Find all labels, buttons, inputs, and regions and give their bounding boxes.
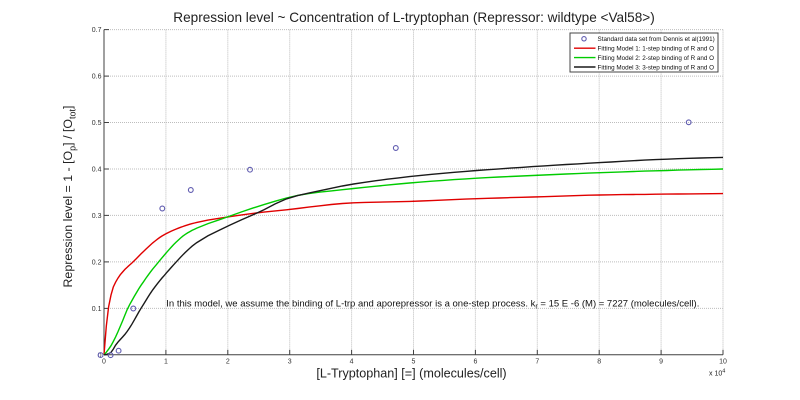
svg-text:[L-Tryptophan] [=] (molecules/: [L-Tryptophan] [=] (molecules/cell) <box>316 367 506 381</box>
svg-text:8: 8 <box>597 359 601 366</box>
svg-text:10: 10 <box>719 359 727 366</box>
svg-text:1: 1 <box>164 359 168 366</box>
svg-text:0.1: 0.1 <box>92 306 102 313</box>
svg-text:3: 3 <box>288 359 292 366</box>
svg-text:Standard data set from Dennis: Standard data set from Dennis et al(1991… <box>598 36 715 43</box>
svg-text:0.5: 0.5 <box>92 120 102 127</box>
svg-text:0: 0 <box>102 359 106 366</box>
svg-text:Repression level ~ Concentrati: Repression level ~ Concentration of L-tr… <box>173 10 654 25</box>
svg-text:In this model, we assume the b: In this model, we assume the binding of … <box>166 299 699 311</box>
svg-text:6: 6 <box>473 359 477 366</box>
svg-text:2: 2 <box>226 359 230 366</box>
svg-text:Fitting Model 1: 1-step bindin: Fitting Model 1: 1-step binding of R and… <box>598 46 715 53</box>
svg-text:5: 5 <box>412 359 416 366</box>
svg-text:x 104: x 104 <box>709 368 725 377</box>
svg-text:9: 9 <box>659 359 663 366</box>
svg-text:0.3: 0.3 <box>92 213 102 220</box>
svg-text:0.7: 0.7 <box>92 27 102 34</box>
svg-text:7: 7 <box>535 359 539 366</box>
svg-text:Fitting Model 2: 2-step bindin: Fitting Model 2: 2-step binding of R and… <box>598 55 715 62</box>
svg-text:Fitting Model 3: 3-step bindin: Fitting Model 3: 3-step binding of R and… <box>598 64 715 71</box>
svg-text:4: 4 <box>350 359 354 366</box>
svg-text:0: 0 <box>98 352 102 359</box>
svg-text:Repression level = 1 - [Op] /: Repression level = 1 - [Op] / [Otot] <box>61 105 78 287</box>
svg-text:0.4: 0.4 <box>92 167 102 174</box>
svg-text:0.2: 0.2 <box>92 259 102 266</box>
svg-text:0.6: 0.6 <box>92 74 102 81</box>
